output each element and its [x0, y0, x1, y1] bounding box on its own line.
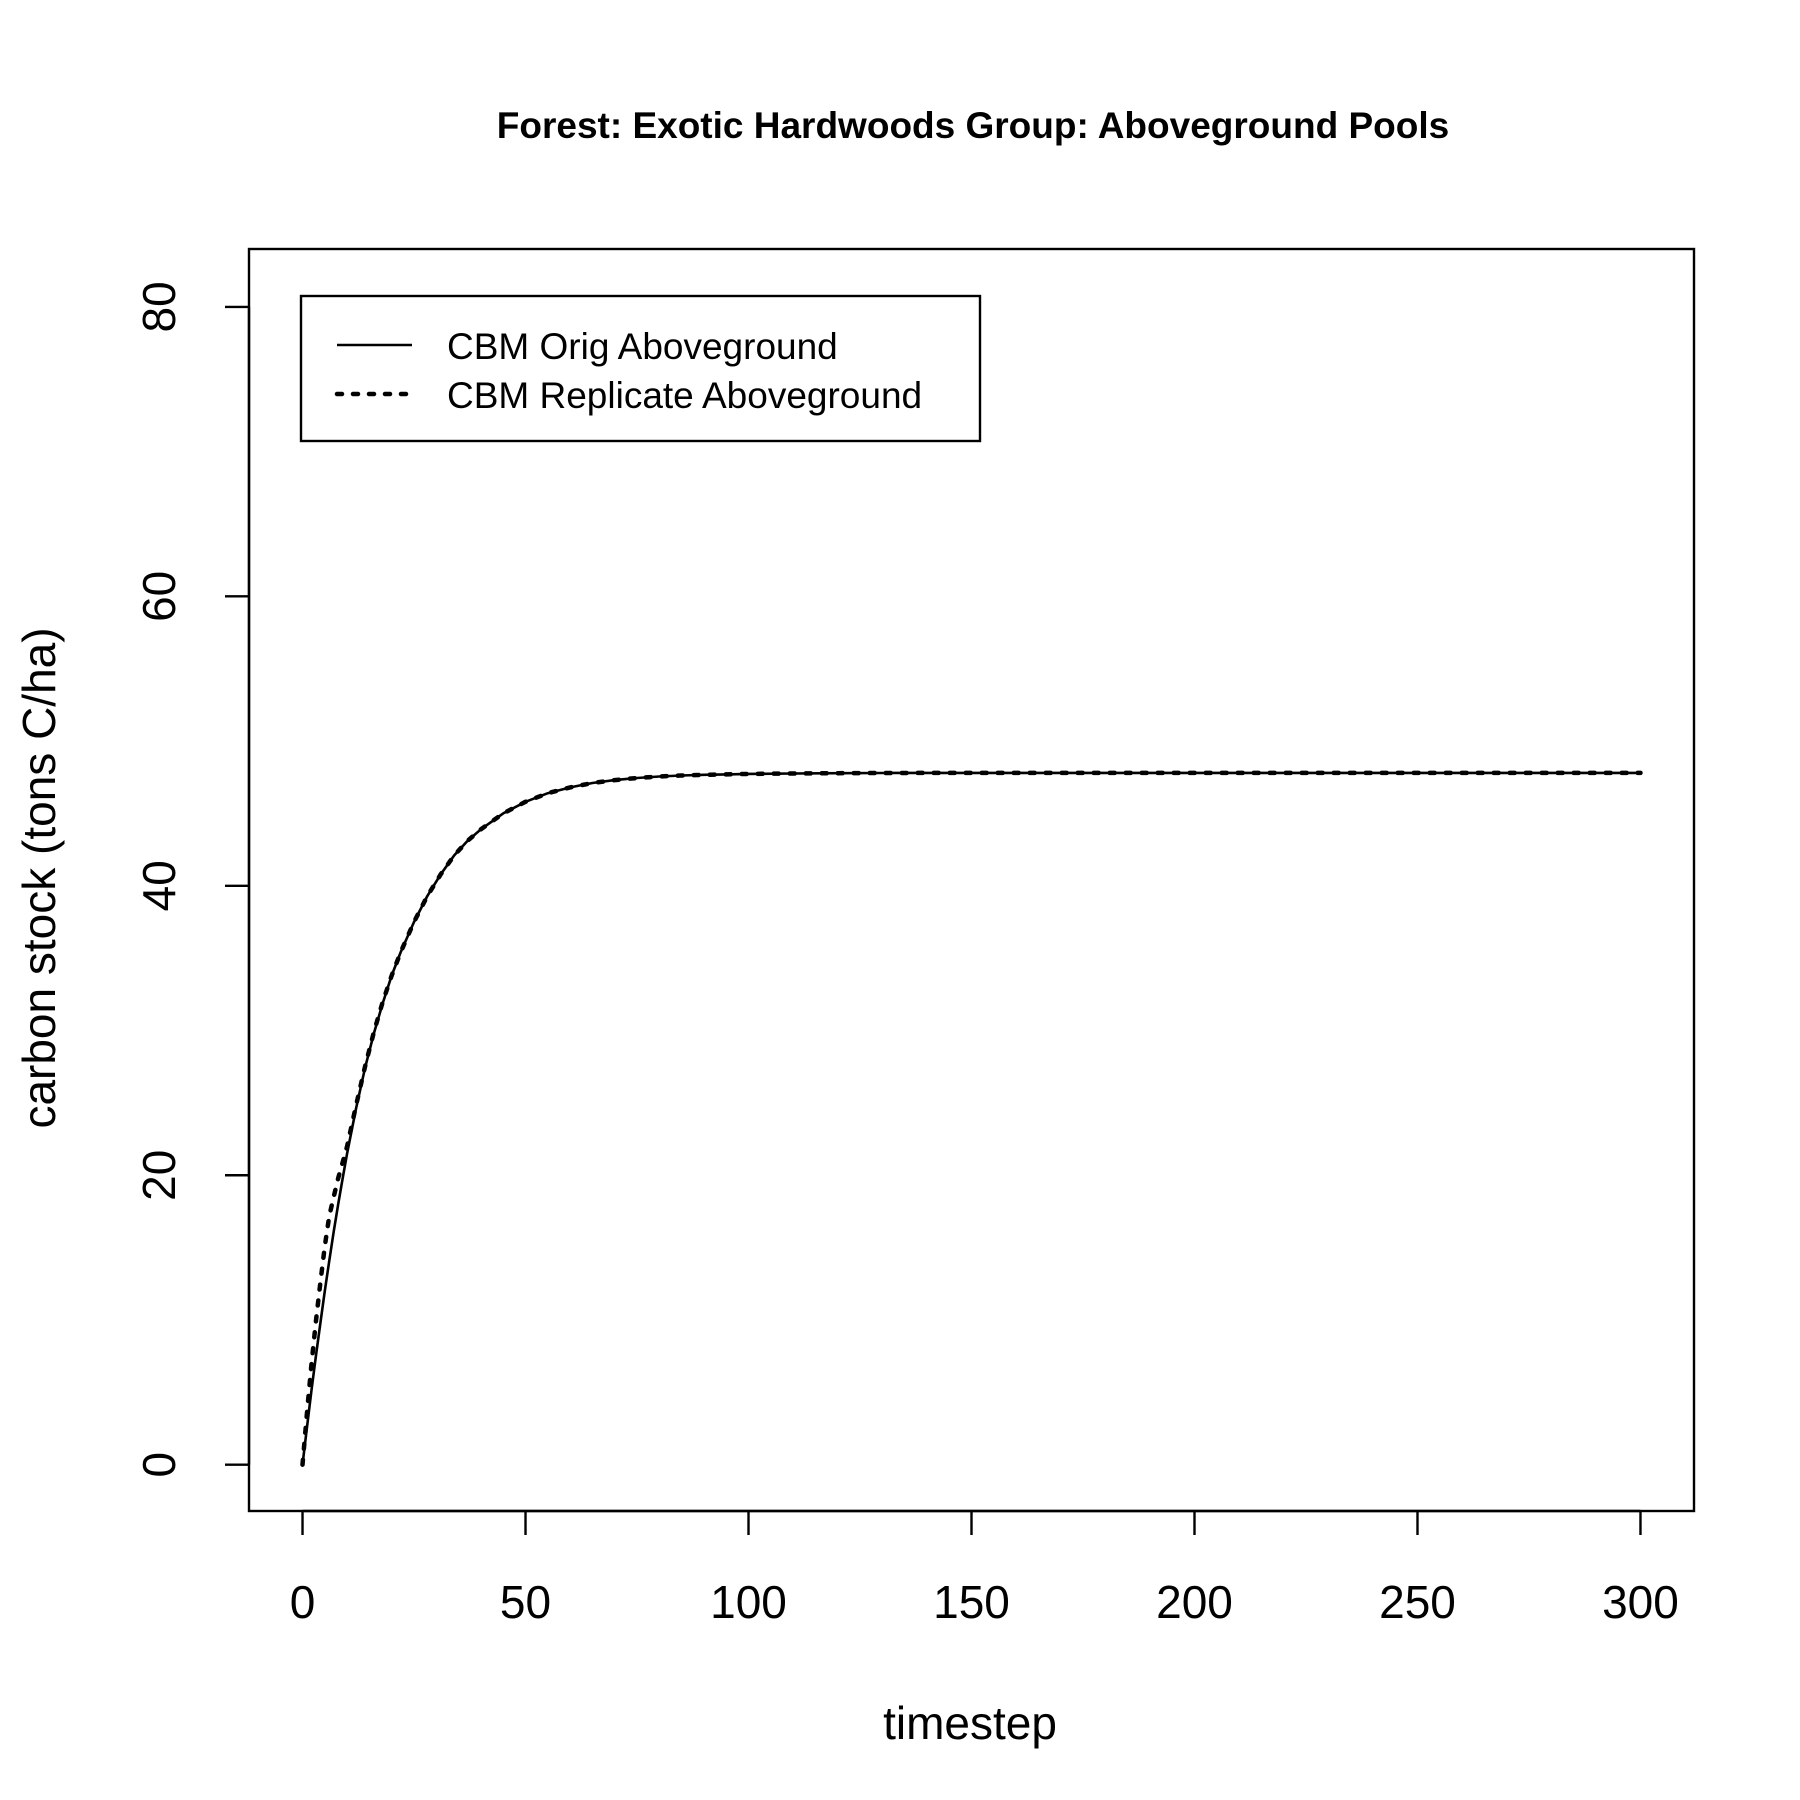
- legend-label-replicate: CBM Replicate Aboveground: [447, 375, 922, 416]
- x-tick-label: 150: [933, 1576, 1010, 1628]
- x-axis-label: timestep: [883, 1697, 1057, 1749]
- y-tick-label: 0: [133, 1452, 185, 1478]
- x-tick-label: 250: [1379, 1576, 1456, 1628]
- y-tick-label: 20: [133, 1150, 185, 1201]
- x-axis: 0 50 100 150 200 250 300: [290, 1509, 1679, 1628]
- series-orig-line: [301, 771, 1641, 1465]
- y-tick-label: 60: [133, 571, 185, 622]
- y-tick-label: 40: [133, 860, 185, 911]
- x-tick-label: 100: [710, 1576, 787, 1628]
- legend-label-orig: CBM Orig Aboveground: [447, 326, 838, 367]
- x-tick-label: 200: [1156, 1576, 1233, 1628]
- legend: CBM Orig Aboveground CBM Replicate Above…: [299, 294, 982, 443]
- chart-title: Forest: Exotic Hardwoods Group: Abovegro…: [497, 105, 1449, 146]
- legend-box: [299, 294, 982, 443]
- x-tick-label: 50: [500, 1576, 551, 1628]
- series-layer: [300, 770, 1643, 1467]
- x-tick-label: 300: [1602, 1576, 1679, 1628]
- y-axis-label: carbon stock (tons C/ha): [13, 627, 65, 1128]
- x-tick-label: 0: [290, 1576, 316, 1628]
- series-replicate-line: [300, 770, 1643, 1467]
- y-axis: 0 20 40 60 80: [133, 281, 251, 1478]
- y-tick-label: 80: [133, 281, 185, 332]
